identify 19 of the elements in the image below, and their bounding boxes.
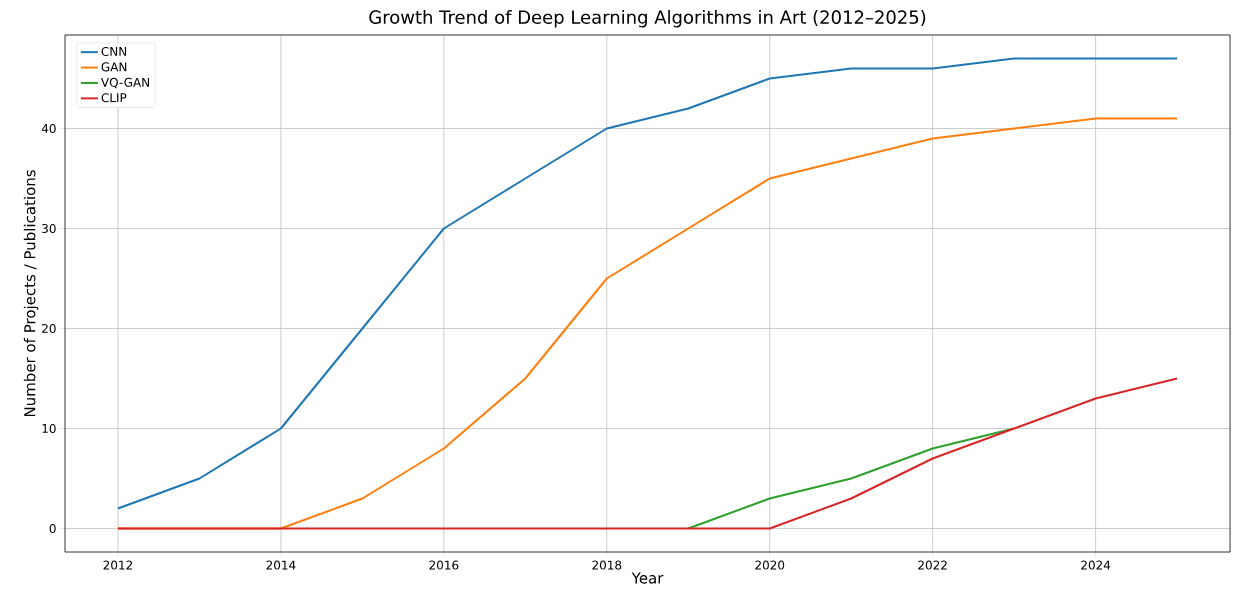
y-axis-title: Number of Projects / Publications	[23, 170, 39, 417]
y-tick-label: 10	[42, 423, 56, 434]
x-tick-label: 2022	[918, 560, 947, 570]
x-tick-label: 2020	[755, 560, 785, 570]
x-tick-label: 2014	[266, 560, 296, 570]
x-axis-title: Year	[631, 572, 664, 584]
chart-title: Growth Trend of Deep Learning Algorithms in Art (2012–2025)	[369, 10, 926, 28]
y-tick-label: 30	[42, 223, 56, 234]
x-tick-label: 2016	[429, 560, 459, 570]
y-tick-label: 40	[41, 123, 56, 134]
legend-label: VQ-GAN	[101, 77, 149, 89]
y-tick-label: 20	[42, 323, 56, 334]
x-tick-label: 2012	[103, 560, 133, 570]
legend-label: GAN	[101, 62, 127, 72]
y-tick-label: 0	[49, 523, 56, 534]
legend-label: CNN	[101, 46, 127, 57]
x-tick-label: 2018	[592, 560, 622, 570]
legend-label: CLIP	[101, 93, 127, 103]
x-tick-label: 2024	[1081, 560, 1111, 570]
